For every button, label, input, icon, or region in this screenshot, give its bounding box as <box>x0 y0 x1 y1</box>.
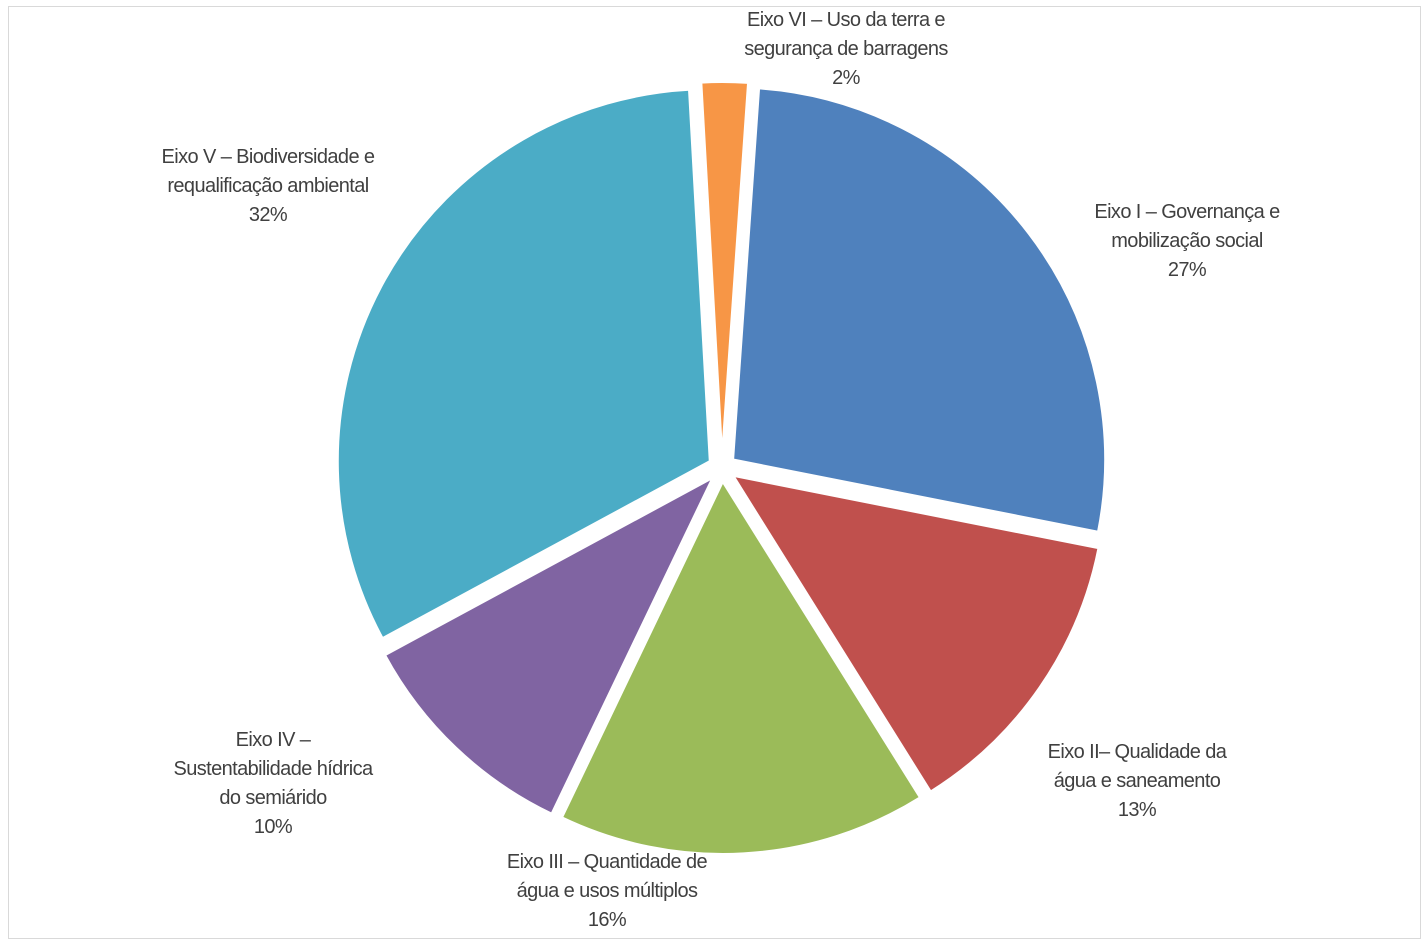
data-label-line: do semiárido <box>219 787 327 809</box>
data-label-percent: 27% <box>1168 259 1207 281</box>
data-label-percent: 10% <box>254 816 293 838</box>
data-label-line: Eixo II– Qualidade da <box>1048 741 1228 763</box>
pie-slice-eixo-v <box>336 88 711 640</box>
pie-slice-eixo-iii <box>560 479 922 855</box>
data-label-line: Eixo III – Quantidade de <box>507 851 708 873</box>
data-label-line: Eixo VI – Uso da terra e <box>747 9 945 31</box>
data-label-percent: 16% <box>588 909 627 931</box>
data-label-eixo-i: Eixo I – Governança e mobilização social 2… <box>1094 201 1280 281</box>
pie-slice-eixo-iv <box>383 475 715 815</box>
data-label-percent: 2% <box>832 67 861 89</box>
data-label-line: Eixo I – Governança e <box>1094 201 1280 223</box>
data-label-eixo-iii: Eixo III – Quantidade de água e usos múlt… <box>507 851 708 931</box>
data-label-line: requalificação ambiental <box>167 175 368 197</box>
pie-slice-eixo-i <box>732 87 1107 533</box>
pie-slice-eixo-vi <box>700 81 750 455</box>
data-label-line: Sustentabilidade hídrica <box>173 758 374 780</box>
data-label-eixo-vi: Eixo VI – Uso da terra e segurança de bar… <box>744 9 948 89</box>
data-label-line: mobilização social <box>1111 230 1263 252</box>
data-label-eixo-ii: Eixo II– Qualidade da água e saneamento 13… <box>1048 741 1228 821</box>
data-label-line: segurança de barragens <box>744 38 948 60</box>
data-label-percent: 13% <box>1118 799 1157 821</box>
data-label-eixo-iv: Eixo IV – Sustentabilidade hídrica do semi… <box>173 729 374 838</box>
data-label-line: água e saneamento <box>1054 770 1221 792</box>
data-label-line: Eixo IV – <box>236 729 312 751</box>
data-label-eixo-v: Eixo V – Biodiversidade e requalificação … <box>162 146 375 226</box>
data-label-line: Eixo V – Biodiversidade e <box>162 146 375 168</box>
data-label-percent: 32% <box>249 204 288 226</box>
pie-slice-eixo-ii <box>731 474 1100 793</box>
data-label-line: água e usos múltiplos <box>517 880 698 902</box>
